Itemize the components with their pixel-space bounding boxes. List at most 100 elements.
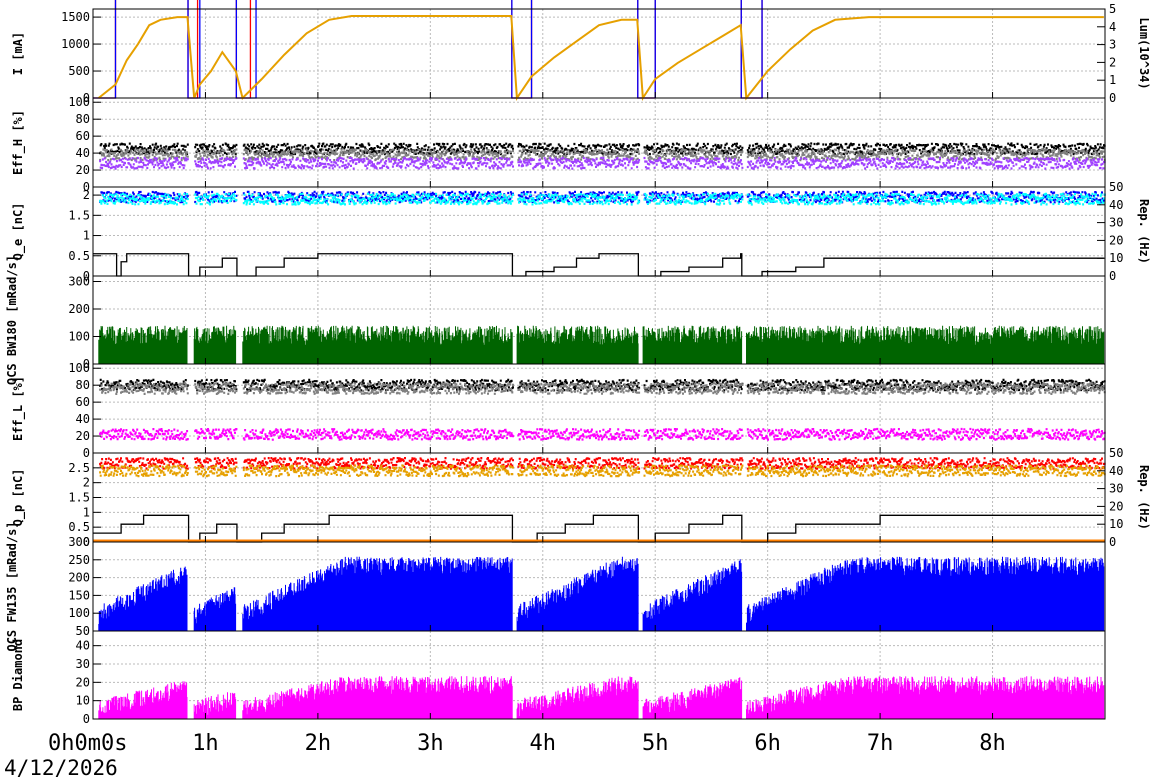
y-tick-label-right: 0 [1109, 535, 1116, 549]
y-tick-label: 2.5 [68, 461, 90, 475]
y-tick-label: 200 [68, 571, 90, 585]
series-eff_l-2 [99, 427, 1106, 441]
x-tick-label: 6h [754, 731, 781, 756]
panel-frame [92, 630, 1106, 720]
y-tick-label: 2 [83, 188, 90, 202]
x-tick-label: 1h [192, 731, 219, 756]
y-axis-label: QCS FW135 [mRad/s] [5, 521, 19, 651]
y-axis-label: Eff_H [%] [11, 110, 26, 175]
y-axis-label: Q_p [nC] [11, 469, 26, 527]
y-tick-label: 500 [68, 64, 90, 78]
series-current-1 [93, 0, 763, 99]
y-tick-label: 0 [83, 180, 90, 194]
series-bp_diamond-0 [98, 676, 1105, 719]
y-axis-label: I [mA] [11, 32, 25, 75]
y-tick-label: 2 [83, 476, 90, 490]
y-tick-label: 1 [83, 229, 90, 243]
y-tick-label: 60 [76, 129, 90, 143]
panel-qcs_fw135: 50 100 150 200 250 300 QCS FW135 [mRad/s] [5, 521, 1106, 652]
y-tick-label: 80 [76, 378, 90, 392]
y-tick-label: 0 [83, 535, 90, 549]
series-current-2 [97, 15, 1104, 102]
y-tick-label: 60 [76, 395, 90, 409]
y-tick-label-right: 10 [1109, 517, 1123, 531]
y-tick-label: 80 [76, 112, 90, 126]
date-label: 4/12/2026 [4, 756, 118, 780]
y-tick-label: 0.5 [68, 520, 90, 534]
y-tick-label: 30 [76, 657, 90, 671]
x-tick-label: 3h [417, 731, 444, 756]
y-tick-label-right: 0 [1109, 91, 1116, 105]
x-start-label: 0h0m0s [48, 731, 127, 756]
y-tick-label-right: 5 [1109, 2, 1116, 16]
y-tick-label: 40 [76, 639, 90, 653]
y-tick-label-right: 30 [1109, 216, 1123, 230]
y-tick-label: 1 [83, 505, 90, 519]
y-tick-label: 100 [68, 361, 90, 375]
y-tick-label: 0 [83, 446, 90, 460]
series-qp-2 [93, 514, 1104, 543]
y-axis-label-right: Rep. (Hz) [1137, 465, 1151, 530]
panel-frame [92, 97, 1106, 188]
panel-current: 0 500 1000 1500 0 1 2 3 4 5 Lum(10^34) I [mA] [11, 0, 1151, 105]
y-tick-label: 300 [68, 535, 90, 549]
y-tick-label-right: 30 [1109, 482, 1123, 496]
y-tick-label-right: 4 [1109, 20, 1116, 34]
series-qcs_bw180-0 [98, 325, 1105, 364]
y-tick-label-right: 40 [1109, 464, 1123, 478]
y-tick-label: 100 [68, 95, 90, 109]
y-tick-label-right: 20 [1109, 233, 1123, 247]
y-tick-label: 0 [83, 269, 90, 283]
y-axis-label: QCS BW180 [mRad/s] [5, 255, 19, 385]
y-tick-label: 20 [76, 163, 90, 177]
y-tick-label: 250 [68, 553, 90, 567]
y-tick-label-right: 0 [1109, 269, 1116, 283]
y-tick-label-right: 2 [1109, 55, 1116, 69]
y-tick-label-right: 3 [1109, 38, 1116, 52]
y-axis-label: BP Diamond [11, 639, 25, 711]
series-current-0 [93, 0, 763, 99]
series-eff_l-1 [99, 382, 1106, 395]
series-qe-1 [99, 192, 1106, 206]
y-tick-label: 20 [76, 429, 90, 443]
panel-eff_l: 0 20 40 60 80 100 Eff_L [%] [11, 361, 1106, 460]
y-tick-label: 1500 [61, 10, 90, 24]
y-tick-label: 0 [83, 91, 90, 105]
y-tick-label: 0 [83, 712, 90, 726]
series-qp-1 [99, 464, 1106, 478]
y-tick-label-right: 50 [1109, 446, 1123, 460]
x-tick-label: 2h [305, 731, 332, 756]
series-eff_h-2 [99, 156, 1106, 170]
panel-bp_diamond: 0 10 20 30 40 BP Diamond [11, 630, 1106, 726]
y-tick-label: 20 [76, 675, 90, 689]
y-tick-label: 1.5 [68, 491, 90, 505]
x-tick-label: 5h [642, 731, 669, 756]
y-tick-label: 0.5 [68, 249, 90, 263]
y-tick-label: 200 [68, 302, 90, 316]
panel-frame [92, 8, 1106, 99]
y-tick-label: 150 [68, 588, 90, 602]
series-qe-2 [93, 253, 1104, 277]
x-tick-label: 7h [867, 731, 894, 756]
y-tick-label: 10 [76, 694, 90, 708]
y-tick-label-right: 40 [1109, 198, 1123, 212]
y-tick-label-right: 1 [1109, 73, 1116, 87]
y-tick-label: 40 [76, 412, 90, 426]
y-axis-label: Q_e [nC] [11, 203, 26, 261]
y-tick-label: 300 [68, 275, 90, 289]
y-tick-label: 50 [76, 624, 90, 638]
y-tick-label-right: 50 [1109, 180, 1123, 194]
y-axis-label: Eff_L [%] [11, 376, 26, 441]
y-tick-label: 0 [83, 357, 90, 371]
y-tick-label: 100 [68, 330, 90, 344]
y-axis-label-right: Rep. (Hz) [1137, 199, 1151, 264]
y-tick-label: 1000 [61, 37, 90, 51]
x-tick-label: 4h [530, 731, 557, 756]
x-tick-label: 8h [979, 731, 1006, 756]
y-tick-label: 1.5 [68, 208, 90, 222]
y-tick-label: 100 [68, 606, 90, 620]
